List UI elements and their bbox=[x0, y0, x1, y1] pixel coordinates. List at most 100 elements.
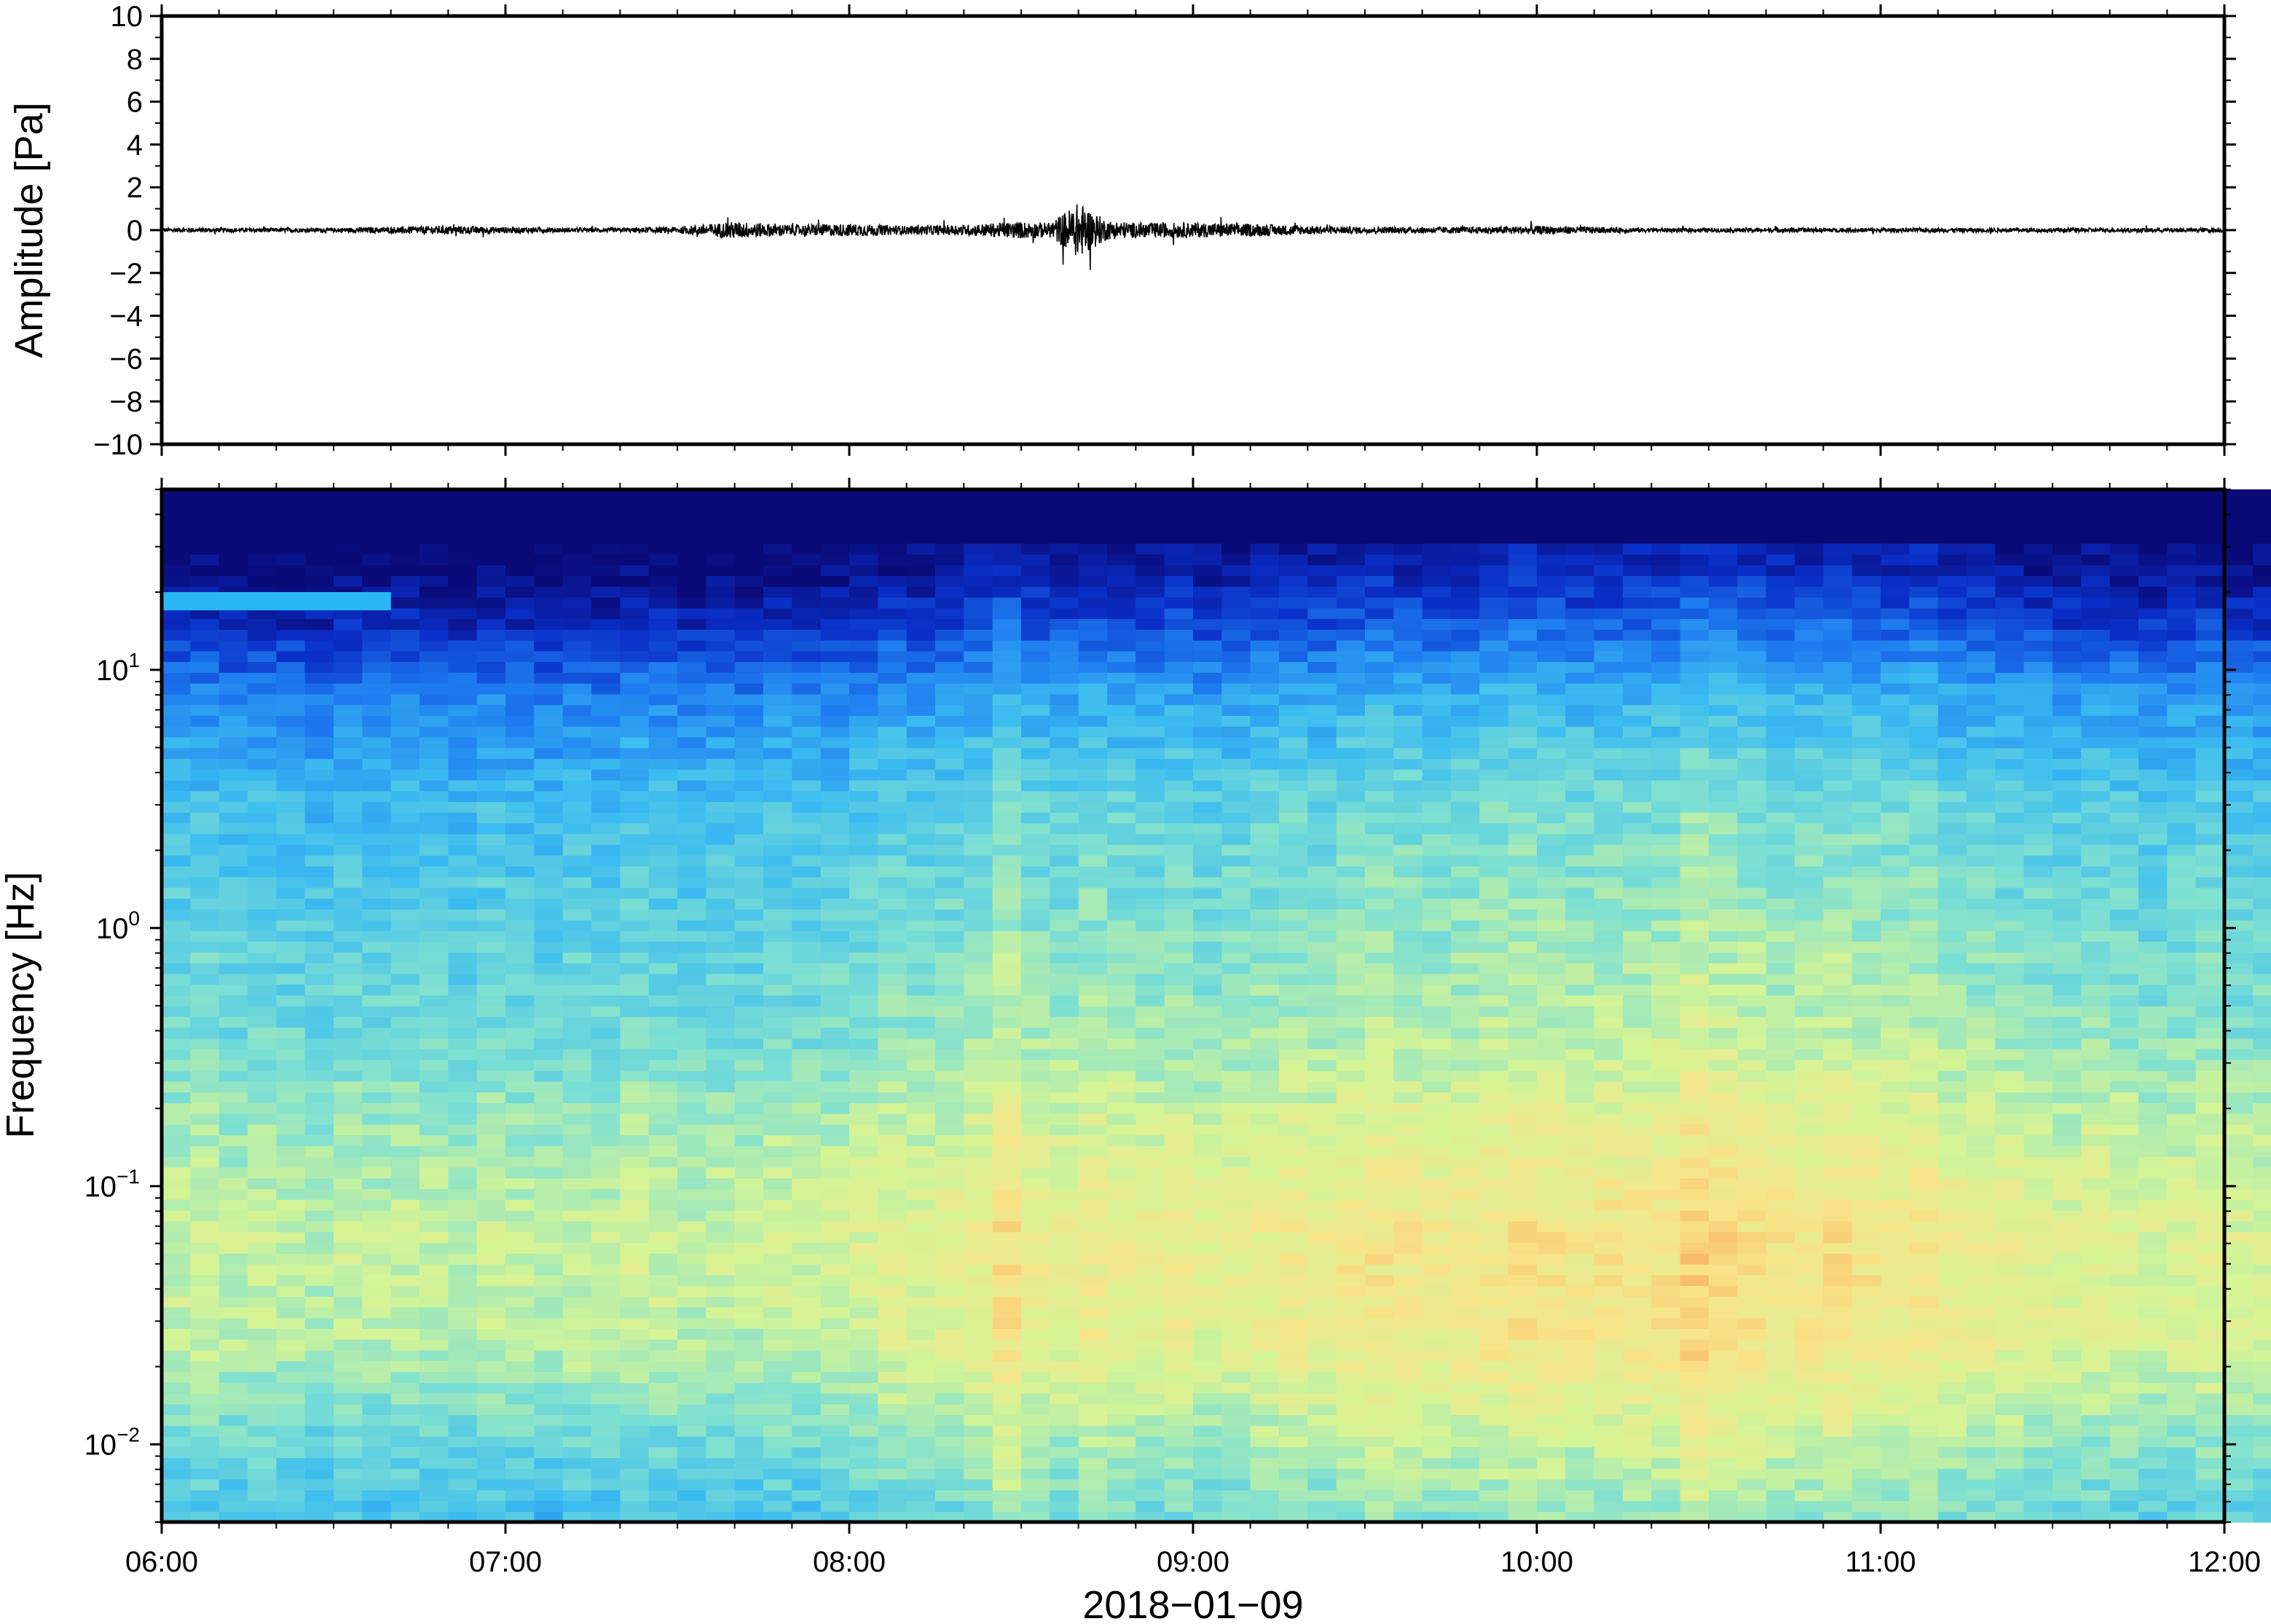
spectrogram-cell bbox=[849, 1478, 879, 1491]
spectrogram-cell bbox=[1393, 1435, 1423, 1448]
spectrogram-cell bbox=[1479, 607, 1509, 620]
spectrogram-cell bbox=[648, 876, 678, 888]
spectrogram-cell bbox=[1107, 962, 1137, 974]
spectrogram-cell bbox=[190, 1349, 220, 1362]
spectrogram-cell bbox=[362, 769, 392, 781]
spectrogram-cell bbox=[1078, 650, 1108, 663]
spectrogram-cell bbox=[1393, 532, 1423, 544]
spectrogram-cell bbox=[505, 941, 535, 953]
spectrogram-cell bbox=[304, 1306, 334, 1319]
spectrogram-cell bbox=[276, 1231, 306, 1243]
spectrogram-cell bbox=[792, 790, 822, 803]
spectrogram-cell bbox=[1021, 1210, 1051, 1222]
spectrogram-cell bbox=[906, 855, 936, 867]
spectrogram-cell bbox=[390, 511, 420, 523]
spectrogram-cell bbox=[734, 1070, 764, 1082]
spectrogram-cell bbox=[763, 747, 793, 760]
spectrogram-cell bbox=[935, 919, 965, 931]
spectrogram-cell bbox=[706, 909, 736, 921]
spectrogram-cell bbox=[1565, 1221, 1595, 1232]
spectrogram-cell bbox=[1422, 1425, 1452, 1437]
spectrogram-cell bbox=[219, 1478, 248, 1491]
spectrogram-cell bbox=[620, 833, 650, 845]
spectrogram-cell bbox=[591, 1328, 621, 1340]
spectrogram-cell bbox=[906, 812, 936, 824]
spectrogram-cell bbox=[1078, 1457, 1108, 1469]
spectrogram-cell bbox=[390, 1264, 420, 1276]
spectrogram-cell bbox=[162, 1478, 192, 1491]
spectrogram-cell bbox=[1594, 1296, 1623, 1308]
spectrogram-cell bbox=[849, 855, 879, 867]
spectrogram-cell bbox=[1508, 1016, 1538, 1028]
spectrogram-cell bbox=[992, 629, 1022, 641]
spectrogram-cell bbox=[878, 919, 908, 931]
spectrogram-cell bbox=[1107, 1274, 1137, 1286]
spectrogram-cell bbox=[248, 564, 278, 576]
spectrogram-cell bbox=[334, 995, 363, 1006]
spectrogram-cell bbox=[1336, 1435, 1366, 1448]
spectrogram-cell bbox=[1508, 607, 1538, 620]
spectrogram-cell bbox=[1365, 532, 1395, 544]
spectrogram-cell bbox=[505, 564, 535, 576]
spectrogram-cell bbox=[849, 1189, 879, 1200]
spectrogram-cell bbox=[476, 511, 506, 523]
spectrogram-cell bbox=[362, 984, 392, 996]
spectrogram-cell bbox=[1336, 1511, 1366, 1523]
spectrogram-cell bbox=[1508, 898, 1538, 910]
spectrogram-cell bbox=[1594, 1264, 1623, 1276]
spectrogram-cell bbox=[420, 1478, 449, 1491]
spectrogram-cell bbox=[935, 865, 965, 878]
spectrogram-cell bbox=[1193, 725, 1223, 738]
spectrogram-cell bbox=[1336, 769, 1366, 781]
spectrogram-cell bbox=[620, 661, 650, 673]
spectrogram-cell bbox=[1422, 952, 1452, 963]
spectrogram-cell bbox=[620, 984, 650, 996]
spectrogram-cell bbox=[534, 1457, 564, 1469]
spectrogram-cell bbox=[906, 1167, 936, 1179]
spectrogram-cell bbox=[162, 1070, 192, 1082]
spectrogram-cell bbox=[763, 919, 793, 931]
spectrogram-cell bbox=[1336, 1349, 1366, 1362]
spectrogram-cell bbox=[992, 822, 1022, 835]
spectrogram-cell bbox=[620, 511, 650, 523]
spectrogram-cell bbox=[162, 1242, 192, 1254]
spectrogram-cell bbox=[1193, 822, 1223, 835]
spectrogram-cell bbox=[878, 725, 908, 738]
spectrogram-cell bbox=[562, 812, 592, 824]
spectrogram-cell bbox=[390, 1242, 420, 1254]
spectrogram-cell bbox=[620, 1210, 650, 1222]
spectrogram-cell bbox=[420, 1489, 449, 1502]
spectrogram-cell bbox=[1021, 1231, 1051, 1243]
spectrogram-cell bbox=[1250, 1264, 1280, 1276]
spectrogram-cell bbox=[1250, 1317, 1280, 1329]
spectrogram-cell bbox=[505, 1414, 535, 1426]
spectrogram-cell bbox=[906, 1253, 936, 1265]
spectrogram-cell bbox=[849, 1016, 879, 1028]
spectrogram-cell bbox=[534, 1016, 564, 1028]
spectrogram-cell bbox=[935, 1038, 965, 1049]
spectrogram-cell bbox=[1336, 1425, 1366, 1437]
spectrogram-cell bbox=[734, 500, 764, 512]
spectrogram-cell bbox=[677, 1349, 707, 1362]
spectrogram-cell bbox=[706, 1296, 736, 1308]
spectrogram-cell bbox=[162, 1253, 192, 1265]
spectrogram-cell bbox=[1164, 1006, 1194, 1017]
spectrogram-cell bbox=[190, 1264, 220, 1276]
spectrogram-cell bbox=[1078, 1285, 1108, 1297]
spectrogram-cell bbox=[1193, 1435, 1223, 1448]
spectrogram-cell bbox=[476, 1070, 506, 1082]
spectrogram-cell bbox=[562, 1178, 592, 1189]
spectrogram-cell bbox=[677, 704, 707, 716]
spectrogram-cell bbox=[1422, 736, 1452, 749]
spectrogram-cell bbox=[1221, 650, 1251, 663]
spectrogram-cell bbox=[1565, 1317, 1595, 1329]
spectrogram-cell bbox=[1078, 1446, 1108, 1459]
spectrogram-cell bbox=[1050, 1242, 1079, 1254]
spectrogram-cell bbox=[1451, 1070, 1481, 1082]
waveform-ytick-label: 0 bbox=[127, 215, 143, 247]
spectrogram-cell bbox=[1594, 1167, 1623, 1179]
spectrogram-cell bbox=[1250, 1016, 1280, 1028]
spectrogram-cell bbox=[706, 489, 736, 501]
spectrogram-cell bbox=[1250, 596, 1280, 609]
spectrogram-cell bbox=[1279, 1113, 1309, 1125]
